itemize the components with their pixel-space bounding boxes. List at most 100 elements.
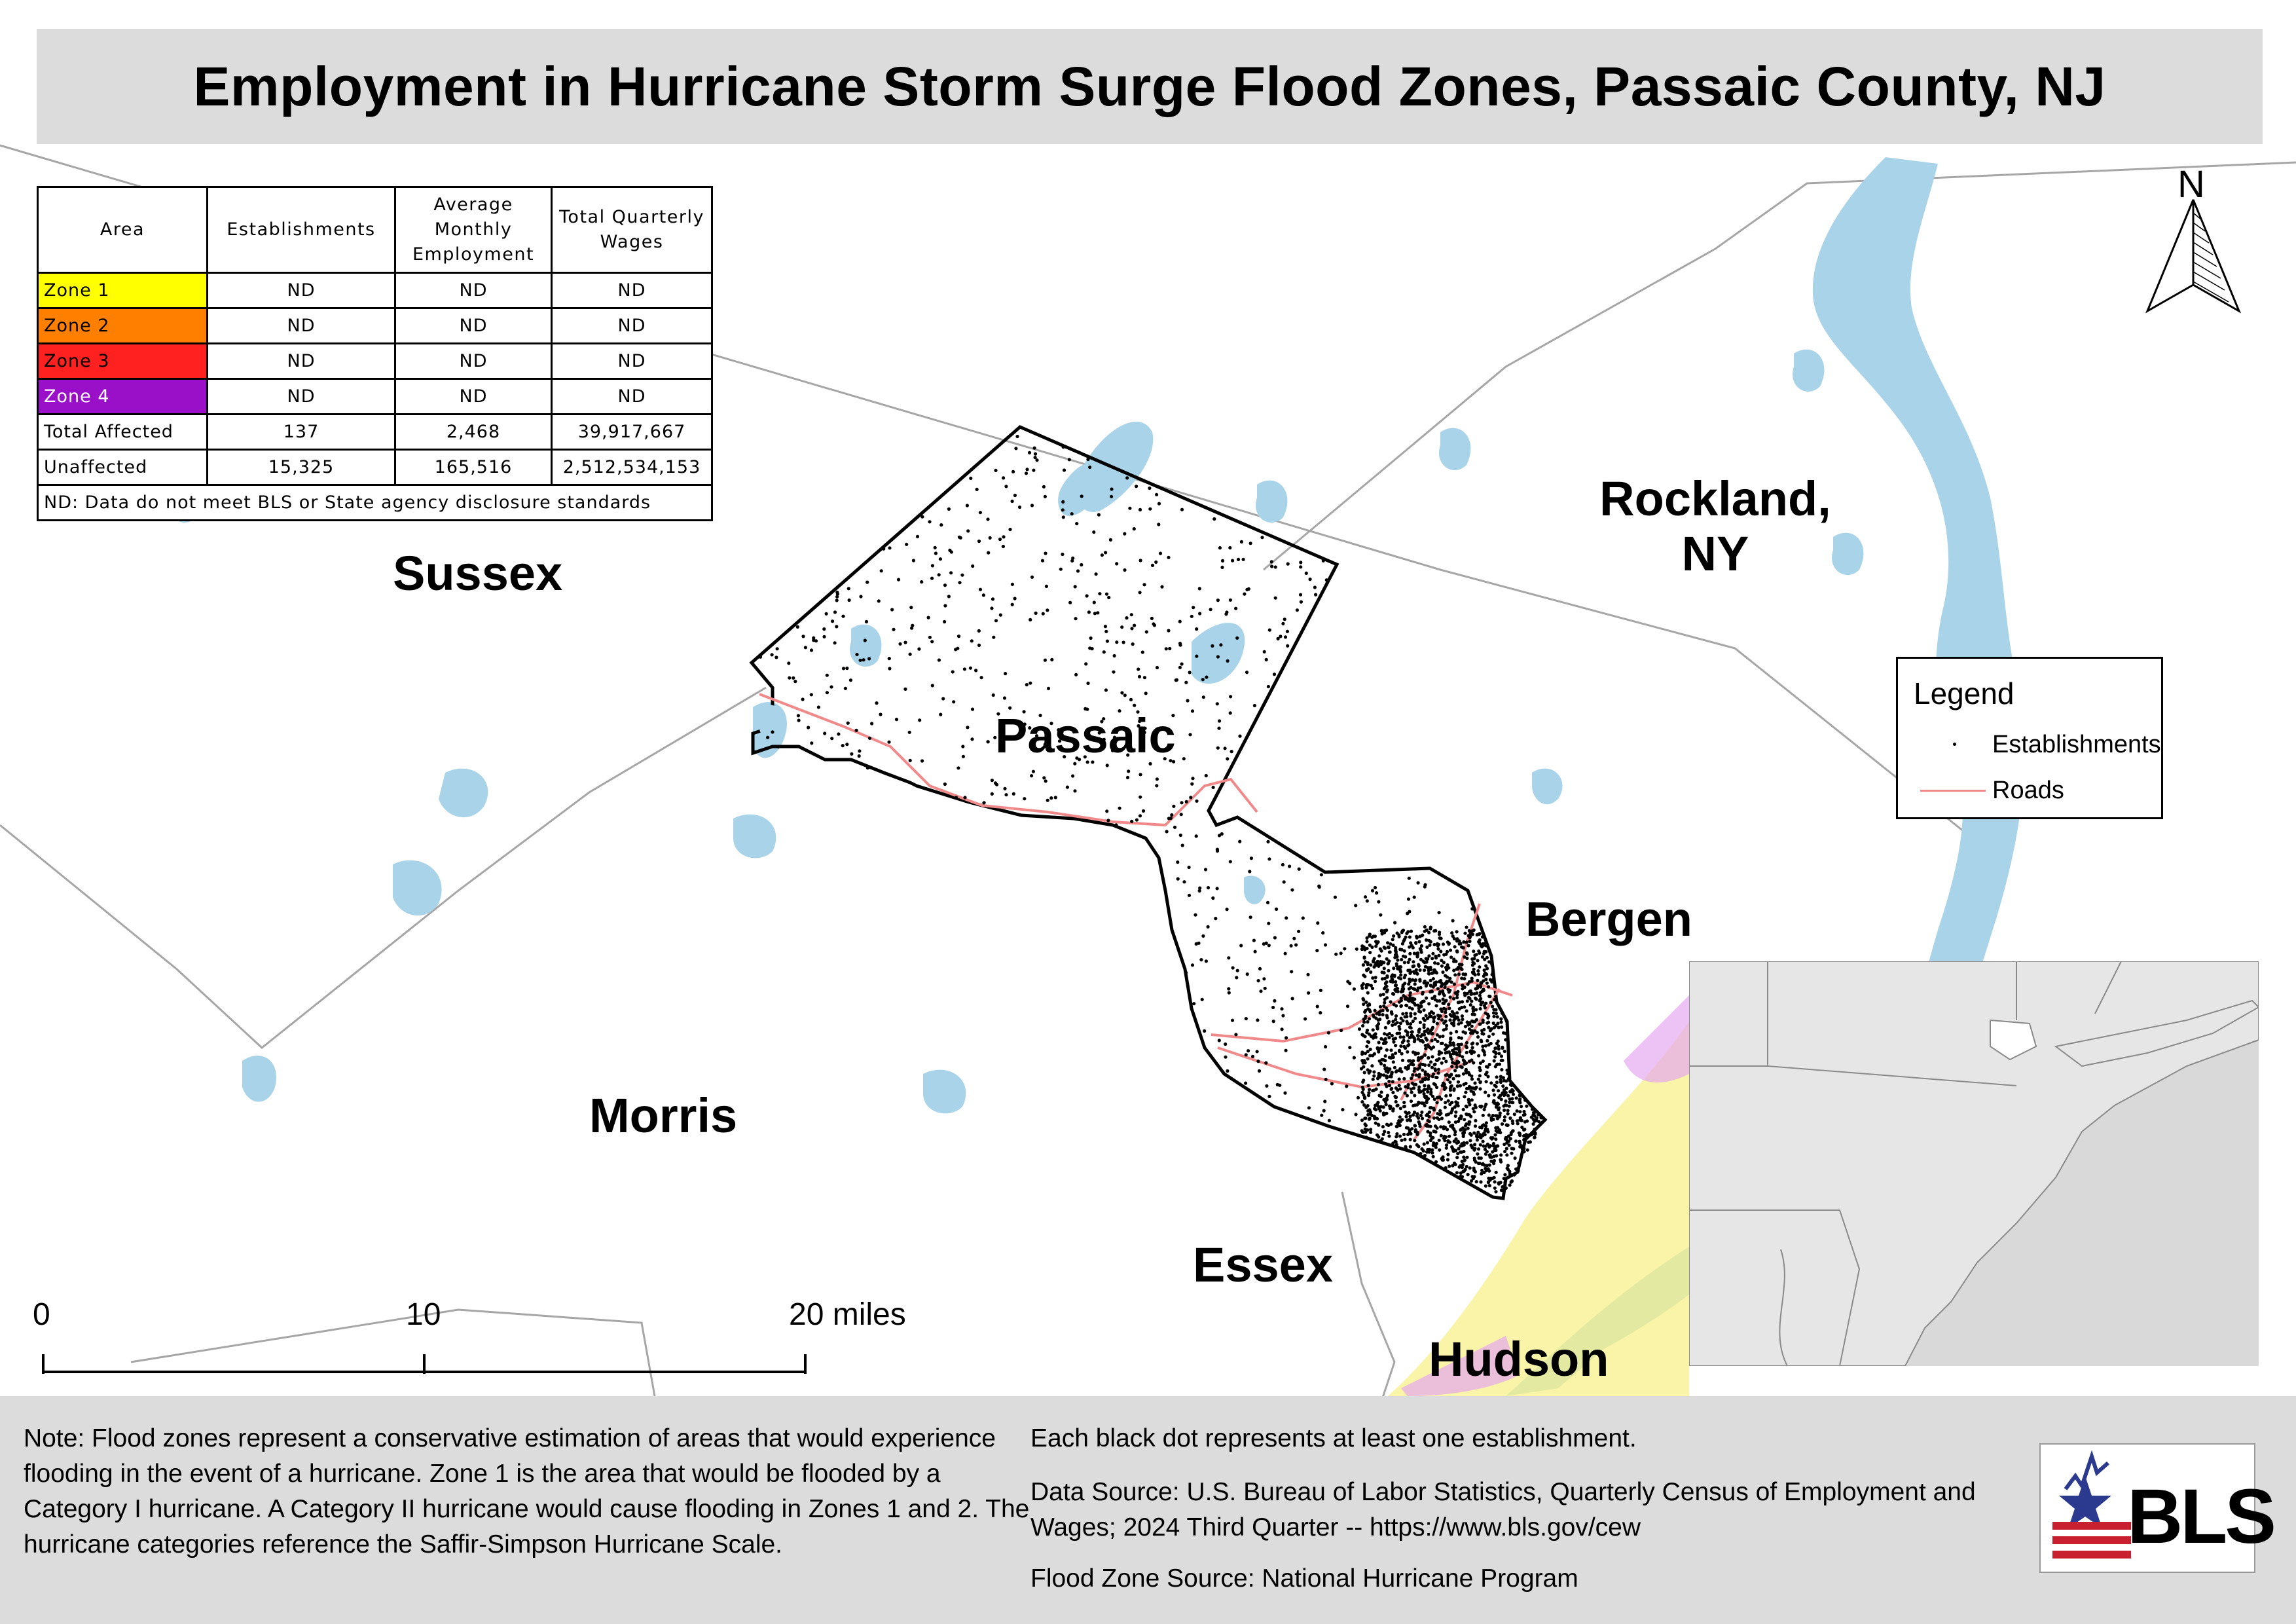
establishment-dot <box>1422 1023 1426 1027</box>
establishment-dot <box>1154 560 1158 564</box>
establishment-dot <box>930 640 934 644</box>
establishment-dot <box>1138 814 1142 818</box>
establishment-dot <box>1492 1059 1496 1063</box>
establishment-dot <box>1457 1147 1461 1151</box>
establishment-dot <box>1410 1081 1414 1085</box>
establishment-dot <box>1178 642 1182 646</box>
establishment-dot <box>1518 1097 1522 1101</box>
establishment-dot <box>1194 913 1197 917</box>
establishment-dot <box>1384 1006 1388 1010</box>
establishment-dot <box>958 536 962 540</box>
establishment-dot <box>1487 960 1491 964</box>
establishment-dot <box>1285 916 1288 920</box>
establishment-dot <box>1400 1058 1405 1062</box>
establishment-dot <box>1465 1112 1468 1116</box>
establishment-dot <box>1437 1138 1441 1142</box>
establishment-dot <box>1083 755 1087 759</box>
establishment-dot <box>1502 1177 1506 1181</box>
establishment-dot <box>1533 1135 1537 1139</box>
establishment-dot <box>1478 1087 1482 1091</box>
establishment-dot <box>1315 949 1319 953</box>
establishment-dot <box>1510 1151 1514 1155</box>
establishment-dot <box>1461 946 1465 950</box>
establishment-dot <box>1043 658 1047 662</box>
establishment-dot <box>1448 1102 1452 1107</box>
establishment-dot <box>1450 1145 1454 1149</box>
establishment-dot <box>1379 1037 1383 1041</box>
establishment-dot <box>1399 973 1403 977</box>
establishment-dot <box>1456 1104 1460 1108</box>
establishment-dot <box>1503 1049 1506 1054</box>
establishment-dot <box>1478 1065 1482 1069</box>
establishment-dot <box>801 635 805 638</box>
establishment-dot <box>930 576 934 580</box>
establishment-dot <box>1374 1108 1378 1112</box>
establishment-dot <box>1444 1043 1448 1047</box>
establishment-dot <box>1413 1139 1417 1143</box>
establishment-dot <box>1217 1039 1221 1043</box>
establishment-dot <box>1286 562 1290 566</box>
establishment-dot <box>1080 494 1084 498</box>
establishment-dot <box>1455 939 1459 943</box>
establishment-dot <box>1399 1044 1403 1048</box>
establishment-dot <box>1461 987 1465 991</box>
establishment-dot <box>1364 983 1368 987</box>
establishment-dot <box>1483 1006 1487 1010</box>
establishment-dot <box>1118 806 1121 810</box>
establishment-dot <box>1459 1043 1463 1046</box>
establishment-dot <box>1180 507 1184 511</box>
establishment-dot <box>1155 777 1159 781</box>
establishment-dot <box>1504 1099 1508 1103</box>
establishment-dot <box>1417 964 1421 968</box>
establishment-dot <box>833 641 837 645</box>
establishment-dot <box>1033 452 1038 456</box>
establishment-dot <box>975 487 979 492</box>
establishment-dot <box>1040 559 1045 563</box>
establishment-dot <box>1463 931 1467 935</box>
establishment-dot <box>1496 1126 1500 1130</box>
establishment-dot <box>1377 1107 1381 1111</box>
establishment-dot <box>939 712 943 716</box>
establishment-dot <box>1417 1085 1421 1089</box>
establishment-dot <box>1256 979 1260 983</box>
establishment-dot <box>1361 1061 1365 1065</box>
establishment-dot <box>1439 936 1443 940</box>
establishment-dot <box>1180 662 1184 666</box>
establishment-dot <box>1387 1079 1391 1083</box>
establishment-dot <box>1276 637 1280 641</box>
establishment-dot <box>1463 1062 1467 1066</box>
establishment-dot <box>1364 1105 1368 1109</box>
establishment-dot <box>1152 622 1156 626</box>
establishment-dot <box>1414 1073 1418 1077</box>
establishment-dot <box>771 730 774 734</box>
establishment-dot <box>1115 562 1119 566</box>
establishment-dot <box>1430 996 1434 1000</box>
establishment-dot <box>1129 613 1133 617</box>
establishment-dot <box>1401 983 1405 987</box>
establishment-dot <box>1470 1098 1474 1102</box>
establishment-dot <box>1508 1137 1512 1141</box>
establishment-dot <box>1475 1031 1479 1035</box>
row-wages: ND <box>551 272 713 309</box>
establishment-dot <box>1229 695 1233 699</box>
establishment-dot <box>1514 1096 1518 1100</box>
establishment-dot <box>1289 944 1293 948</box>
establishment-dot <box>1203 868 1208 872</box>
establishment-dot <box>920 759 924 763</box>
establishment-dot <box>1422 1008 1426 1012</box>
establishment-dot <box>1263 986 1267 990</box>
establishment-dot <box>1406 1022 1410 1025</box>
establishment-dot <box>1211 644 1214 648</box>
establishment-dot <box>1301 916 1305 920</box>
establishment-dot <box>1407 1043 1411 1047</box>
establishment-dot <box>1061 508 1065 512</box>
establishment-dot <box>830 737 834 741</box>
establishment-dot <box>1002 696 1007 700</box>
establishment-dot <box>1516 1169 1520 1173</box>
establishment-dot <box>1524 1135 1528 1139</box>
establishment-dot <box>1497 1182 1501 1186</box>
establishment-dot <box>854 728 858 732</box>
dot-explanation: Each black dot represents at least one e… <box>1030 1424 1637 1452</box>
establishment-dot <box>1304 571 1308 576</box>
establishment-dot <box>1476 969 1480 973</box>
